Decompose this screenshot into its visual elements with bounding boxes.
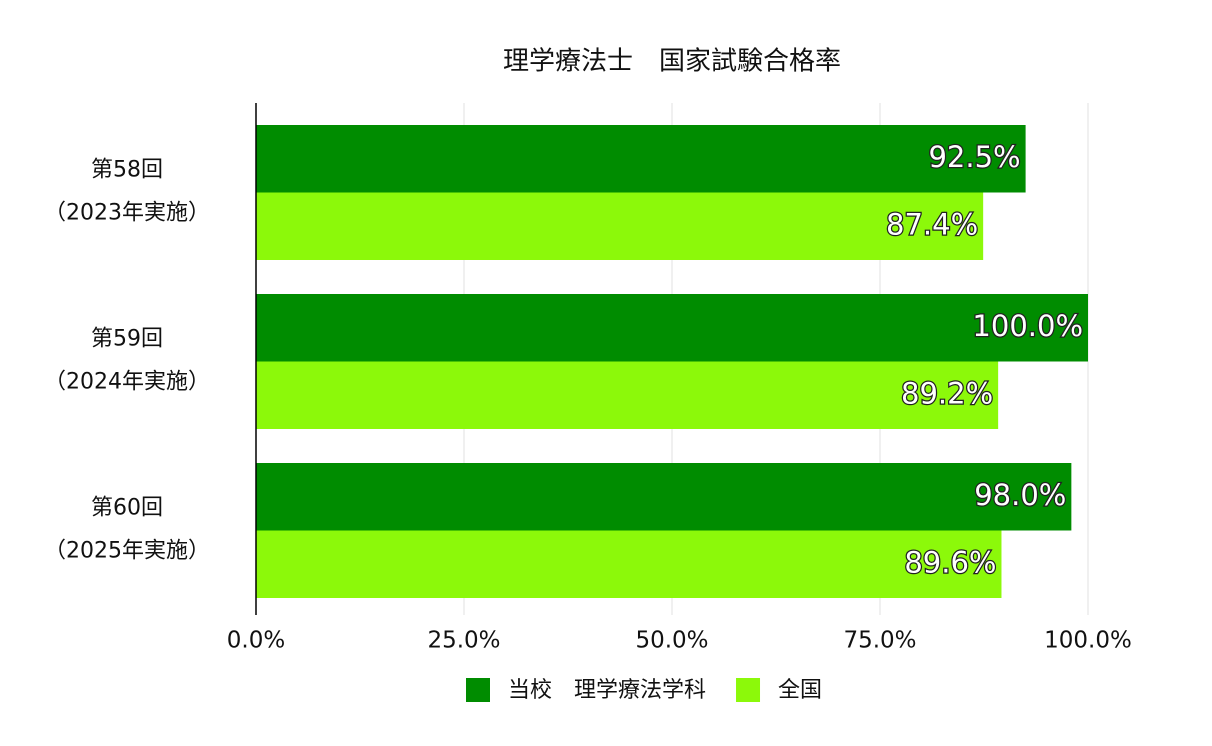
x-tick-label: 100.0%	[1044, 628, 1132, 654]
bar	[256, 125, 1026, 193]
x-tick-label: 50.0%	[635, 628, 708, 654]
y-tick-label: 第59回 （2024年実施）	[44, 327, 210, 395]
value-label: 89.6%	[904, 545, 996, 579]
y-tick-label-line: （2023年実施）	[44, 201, 210, 226]
legend-swatch	[466, 678, 490, 702]
y-tick-label-line: 第58回	[91, 158, 163, 183]
x-tick-label: 0.0%	[227, 628, 285, 654]
value-label: 87.4%	[886, 207, 978, 241]
value-label: 98.0%	[974, 478, 1066, 512]
y-tick-label: 第60回 （2025年実施）	[44, 496, 210, 564]
legend-swatch	[736, 678, 761, 702]
bar	[256, 192, 984, 260]
value-label: 89.2%	[901, 376, 993, 410]
value-label: 100.0%	[972, 309, 1083, 343]
y-tick-label-line: 第60回	[91, 496, 163, 521]
x-tick-label: 25.0%	[427, 628, 500, 654]
x-tick-label: 75.0%	[843, 628, 916, 654]
legend-label: 全国	[778, 678, 822, 703]
y-tick-label-line: 第59回	[91, 327, 163, 352]
value-label: 92.5%	[928, 140, 1020, 174]
bar	[256, 530, 1002, 598]
y-tick-label-line: （2024年実施）	[44, 370, 210, 395]
y-tick-label: 第58回 （2023年実施）	[44, 158, 210, 226]
legend-label: 当校 理学療法学科	[508, 678, 706, 703]
y-tick-label-line: （2025年実施）	[44, 539, 210, 564]
bar	[256, 361, 999, 429]
chart-title: 理学療法士 国家試験合格率	[503, 47, 841, 77]
bar	[256, 463, 1072, 531]
bar	[256, 294, 1088, 362]
